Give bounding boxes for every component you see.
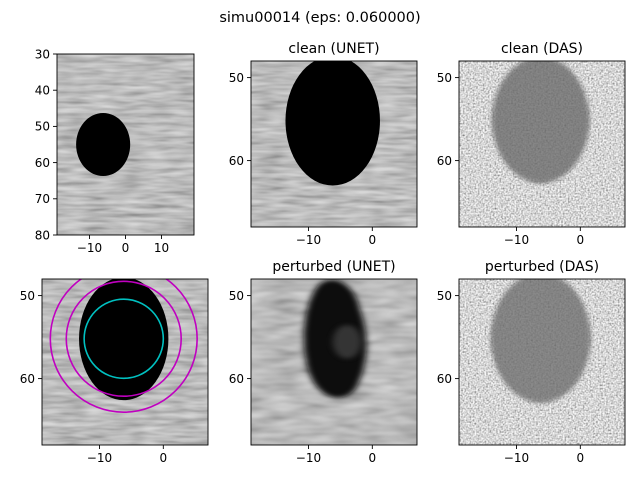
x-tick-label: 0 <box>122 241 130 255</box>
axes-title: clean (UNET) <box>288 41 379 57</box>
axes-ax6: −10 0 50 60 perturbed (DAS) <box>437 259 626 465</box>
axes-ax1: −10 0 10 30 40 50 60 70 80 <box>35 47 195 255</box>
contour-outer-ring-2 <box>49 279 198 413</box>
y-tick-label: 50 <box>229 71 244 85</box>
y-tick-label: 60 <box>35 156 50 170</box>
image-ax2 <box>251 61 417 227</box>
lesion-speckle <box>492 279 589 401</box>
x-tick-label: −10 <box>296 233 321 247</box>
y-tick-label: 50 <box>437 71 452 85</box>
x-tick-label: −10 <box>87 451 112 465</box>
x-tick-label: −10 <box>77 241 102 255</box>
y-tick-label: 50 <box>20 289 35 303</box>
image-ax6 <box>459 279 625 445</box>
y-tick-label: 30 <box>35 47 50 61</box>
axes-title: perturbed (DAS) <box>485 259 599 275</box>
y-tick-label: 60 <box>229 372 244 386</box>
x-tick-label: 0 <box>576 451 584 465</box>
axes-frame <box>41 278 209 446</box>
y-tick-label: 50 <box>229 289 244 303</box>
axes-ax2: −10 0 50 60 clean (UNET) <box>229 41 418 247</box>
y-tick-label: 50 <box>437 289 452 303</box>
x-tick-label: −10 <box>296 451 321 465</box>
axes-ax3: −10 0 50 60 clean (DAS) <box>437 41 626 247</box>
figure-suptitle: simu00014 (eps: 0.060000) <box>219 10 420 26</box>
image-ax4 <box>42 279 208 445</box>
x-tick-label: 0 <box>368 451 376 465</box>
axes-frame <box>250 60 418 228</box>
axes-ax5: −10 0 50 60 perturbed (UNET) <box>229 259 418 465</box>
axes-frame <box>250 278 418 446</box>
x-tick-label: 10 <box>154 241 169 255</box>
x-tick-label: −10 <box>504 233 529 247</box>
image-ax3 <box>459 61 625 227</box>
contour-outer-ring-1 <box>65 280 182 398</box>
lesion-speckle <box>494 61 588 181</box>
axes-frame <box>458 60 626 228</box>
x-tick-label: 0 <box>159 451 167 465</box>
lesion-artifact <box>332 325 362 359</box>
lesion <box>79 279 169 401</box>
axes-ax4: −10 0 50 60 <box>20 278 209 465</box>
lesion <box>76 113 131 176</box>
contour-inner-boundary <box>83 298 165 380</box>
y-tick-label: 60 <box>437 154 452 168</box>
x-tick-label: 0 <box>576 233 584 247</box>
image-ax5 <box>251 279 417 445</box>
y-tick-label: 60 <box>229 154 244 168</box>
y-tick-label: 60 <box>20 372 35 386</box>
image-ax1 <box>57 54 194 235</box>
y-tick-label: 40 <box>35 84 50 98</box>
y-tick-label: 70 <box>35 192 50 206</box>
y-tick-label: 80 <box>35 228 50 242</box>
x-tick-label: 0 <box>368 233 376 247</box>
x-tick-label: −10 <box>504 451 529 465</box>
y-tick-label: 50 <box>35 120 50 134</box>
axes-title: perturbed (UNET) <box>272 259 395 275</box>
y-tick-label: 60 <box>437 372 452 386</box>
axes-title: clean (DAS) <box>501 41 583 57</box>
axes-frame <box>458 278 626 446</box>
lesion <box>285 61 380 186</box>
